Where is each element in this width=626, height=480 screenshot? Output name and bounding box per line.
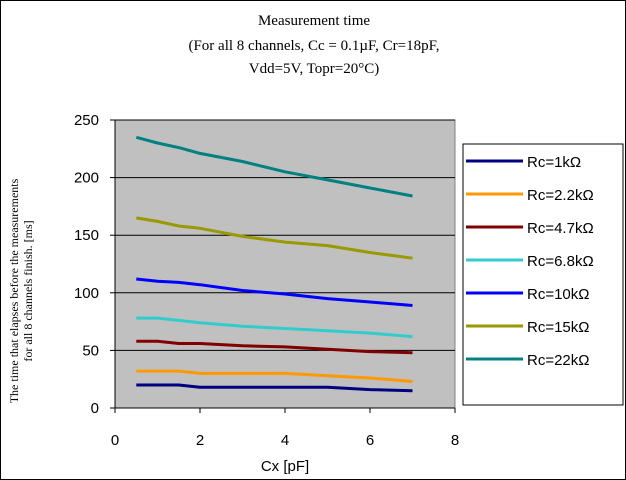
legend-label-6: Rc=15kΩ bbox=[527, 319, 590, 336]
legend-label-5: Rc=10kΩ bbox=[527, 286, 590, 303]
series-line-1 bbox=[136, 383, 413, 393]
grid-lines bbox=[115, 119, 455, 351]
y-tick-label: 50 bbox=[82, 342, 99, 359]
legend bbox=[462, 143, 624, 406]
y-axis-label-line-2: for all 8 channels finish. [ms] bbox=[21, 220, 35, 361]
y-tick-label: 200 bbox=[74, 170, 99, 187]
tick-labels: 0 50 100 150 200 250 0 2 4 6 8 bbox=[74, 112, 459, 449]
legend-items: Rc=1kΩ Rc=2.2kΩ Rc=4.7kΩ Rc=6.8kΩ Rc=10kΩ Rc=… bbox=[466, 154, 594, 369]
series-line-6 bbox=[136, 216, 413, 260]
chart-title: Measurement time bbox=[258, 13, 370, 29]
series-layer bbox=[135, 135, 413, 393]
x-tick-label: 8 bbox=[451, 432, 459, 449]
plot-area bbox=[114, 119, 456, 409]
series-line-5 bbox=[136, 277, 413, 307]
x-tick-label: 6 bbox=[366, 432, 374, 449]
series-line-2 bbox=[136, 369, 413, 383]
x-tick-label: 2 bbox=[196, 432, 204, 449]
x-axis-label: Cx [pF] bbox=[261, 458, 309, 475]
legend-label-3: Rc=4.7kΩ bbox=[527, 220, 594, 237]
series-line-3 bbox=[136, 339, 413, 355]
y-tick-label: 100 bbox=[74, 285, 99, 302]
x-tick-label: 4 bbox=[281, 432, 289, 449]
y-tick-label: 250 bbox=[74, 112, 99, 129]
legend-label-1: Rc=1kΩ bbox=[527, 154, 581, 171]
series-line-4 bbox=[136, 316, 413, 339]
y-tick-label: 150 bbox=[74, 227, 99, 244]
legend-label-7: Rc=22kΩ bbox=[527, 352, 590, 369]
y-axis-label-line-1: The time that elapses before the measure… bbox=[7, 178, 21, 403]
series-line-7 bbox=[135, 135, 413, 198]
legend-label-2: Rc=2.2kΩ bbox=[527, 187, 594, 204]
x-tick-label: 0 bbox=[111, 432, 119, 449]
chart-subtitle-line-1: (For all 8 channels, Cc = 0.1µF, Cr=18pF… bbox=[188, 38, 439, 54]
legend-label-4: Rc=6.8kΩ bbox=[527, 253, 594, 270]
y-tick-label: 0 bbox=[91, 400, 99, 417]
chart-subtitle-line-2: Vdd=5V, Topr=20°C) bbox=[249, 61, 380, 77]
